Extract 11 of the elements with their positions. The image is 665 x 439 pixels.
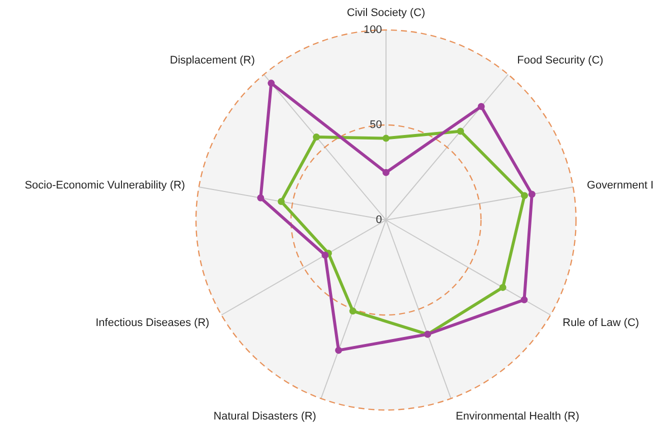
y-tick-label: 100 xyxy=(364,24,382,36)
spoke-label: Natural Disasters (R) xyxy=(214,410,316,423)
spoke-label: Civil Society (C) xyxy=(346,7,426,19)
spoke-label: Rule of Law (C) xyxy=(562,316,640,329)
spoke-label: Socio-Economic Vulnerability (R) xyxy=(24,179,186,192)
spoke-label: Displacement (R) xyxy=(170,54,255,67)
y-tick-label: 0 xyxy=(376,214,382,226)
spoke-label: Infectious Diseases (R) xyxy=(96,316,210,329)
spoke-label: Food Security (C) xyxy=(517,54,604,67)
spoke-label: Environmental Health (R) xyxy=(456,410,580,423)
spoke-label: Government I xyxy=(586,179,654,192)
